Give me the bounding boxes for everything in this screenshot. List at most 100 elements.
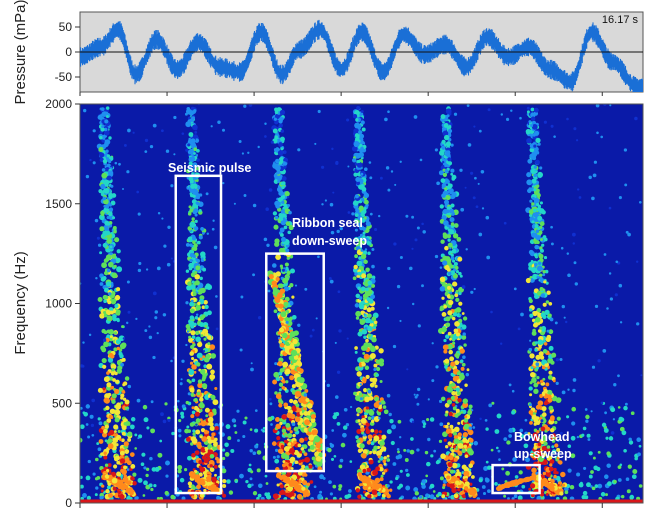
spectrogram-cell: [352, 114, 358, 119]
spectrogram-cell: [594, 484, 599, 488]
spectrogram-cell: [414, 491, 419, 496]
spectrogram-cell: [228, 490, 234, 495]
spectrogram-cell: [107, 492, 114, 499]
spectrogram-cell: [356, 439, 361, 444]
spectrogram-cell: [101, 136, 106, 140]
spectrogram-cell: [449, 380, 453, 384]
spectrogram-cell: [536, 430, 540, 434]
spectrogram-cell: [97, 387, 103, 393]
spectrogram-cell: [200, 427, 206, 433]
spectrogram-cell: [294, 390, 302, 398]
spectrogram-cell: [555, 381, 559, 385]
spectrogram-cell: [106, 310, 112, 315]
spectrogram-cell: [405, 214, 409, 218]
spectrogram-cell: [551, 439, 556, 443]
spectrogram-cell: [315, 443, 321, 449]
spectrogram-cell: [373, 367, 377, 372]
spectrogram-cell: [615, 260, 619, 264]
spectrogram-cell: [621, 430, 627, 436]
spectrogram-cell: [104, 474, 110, 479]
spectrogram-cell: [549, 459, 555, 465]
spectrogram-cell: [549, 317, 554, 322]
spectrogram-cell: [300, 447, 305, 451]
spectrogram-cell: [556, 447, 561, 452]
spectrogram-cell: [456, 237, 462, 242]
spectrogram-cell: [445, 183, 449, 186]
spectrogram-cell: [357, 159, 361, 164]
spectrogram-cell: [114, 426, 118, 430]
spectrogram-cell: [126, 408, 130, 411]
spectrogram-cell: [534, 130, 540, 136]
spectrogram-cell: [478, 232, 483, 237]
spectrogram-cell: [272, 289, 279, 296]
spectrogram-cell: [536, 290, 542, 296]
spectrogram-cell: [600, 135, 604, 139]
spectrogram-cell: [283, 301, 289, 307]
spectrogram-cell: [416, 448, 420, 452]
spectrogram-cell: [200, 369, 206, 375]
spectrogram-cell: [189, 308, 195, 314]
spectrogram-cell: [338, 487, 342, 491]
spectrogram-cell: [449, 469, 455, 474]
spectrogram-cell: [356, 371, 362, 377]
spectrogram-cell: [566, 415, 570, 419]
spectrogram-cell: [339, 458, 344, 463]
spectrogram-cell: [103, 341, 110, 348]
spectrogram-cell: [276, 455, 280, 459]
spectrogram-cell: [114, 237, 120, 243]
spectrogram-cell: [445, 410, 449, 414]
spectrogram-cell: [378, 466, 384, 472]
spectrogram-cell: [363, 199, 369, 205]
spectrogram-cell: [185, 343, 188, 347]
spectrogram-cell: [354, 228, 358, 232]
spectrogram-cell: [437, 491, 442, 497]
spectrogram-cell: [197, 301, 201, 306]
spectrogram-cell: [442, 479, 448, 484]
spectrogram-cell: [566, 117, 569, 121]
spectrogram-cell: [280, 311, 287, 318]
spectrogram-cell: [463, 343, 467, 347]
spectrogram-cell: [252, 203, 257, 208]
spectrogram-cell: [509, 480, 516, 486]
spectrogram-cell: [518, 470, 523, 475]
spectrogram-cell: [362, 433, 367, 437]
spectrogram-cell: [335, 160, 339, 165]
spectrogram-cell: [191, 356, 195, 361]
spectrogram-cell: [445, 445, 449, 449]
spectrogram-cell: [124, 399, 130, 405]
spectrogram-cell: [275, 277, 280, 282]
spectrogram-cell: [179, 477, 185, 483]
spectrogram-cell: [114, 417, 120, 423]
spectrogram-cell: [192, 203, 197, 208]
spectrogram-cell: [279, 327, 285, 333]
spectrogram-cell: [461, 362, 466, 367]
spectrogram-cell: [457, 256, 463, 262]
spectrogram-cell: [90, 423, 95, 428]
spectrogram-cell: [451, 248, 457, 254]
spectrogram-cell: [309, 334, 313, 338]
spectrogram-cell: [368, 161, 372, 164]
spectrogram-cell: [532, 211, 539, 218]
spectrogram-cell: [101, 484, 105, 488]
spectrogram-cell: [360, 249, 364, 252]
spectrogram-cell: [89, 414, 94, 419]
spectrogram-cell: [109, 245, 113, 249]
spectrogram-cell: [383, 469, 388, 473]
spectrogram-cell: [101, 262, 108, 269]
spectrogram-cell: [380, 474, 384, 478]
spectrogram-cell: [602, 349, 607, 353]
spectrogram-cell: [243, 104, 247, 108]
spectrogram-cell: [126, 280, 130, 284]
spectrogram-cell: [196, 484, 201, 490]
spectrogram-cell: [386, 429, 392, 435]
spectrogram-cell: [349, 460, 353, 463]
spectrogram-cell: [528, 410, 534, 415]
spectrogram-cell: [451, 449, 455, 453]
spectrogram-cell: [149, 144, 154, 149]
spectrogram-cell: [525, 457, 530, 463]
spectrogram-cell: [96, 236, 100, 240]
spectrogram-cell: [386, 484, 390, 488]
spectrogram-cell: [591, 486, 595, 490]
spectrogram-cell: [188, 205, 192, 209]
spectrogram-cell: [389, 419, 394, 424]
